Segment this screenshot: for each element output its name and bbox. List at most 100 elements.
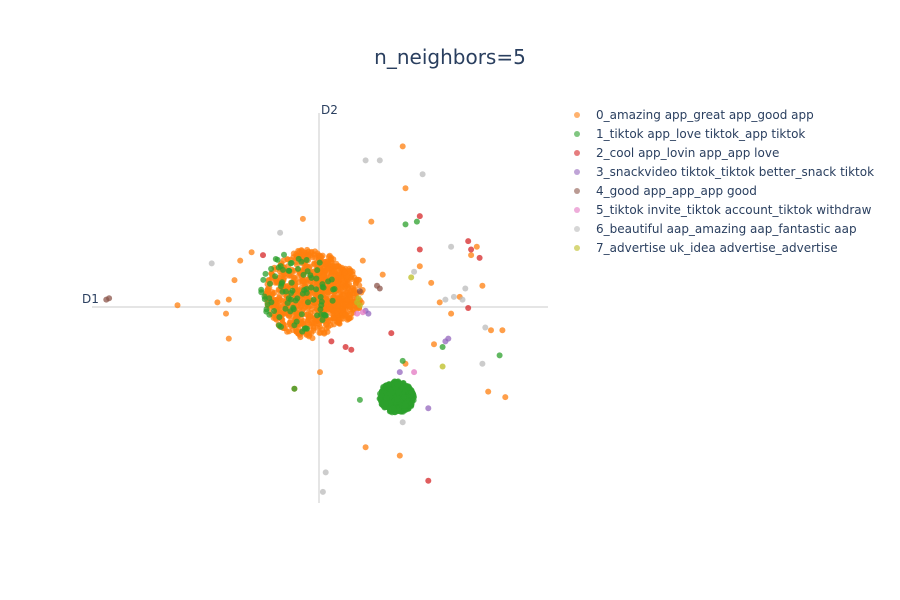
point-series-0 — [334, 308, 341, 315]
legend-label: 5_tiktok invite_tiktok account_tiktok wi… — [596, 202, 872, 217]
point-series-1 — [304, 325, 310, 332]
point-series-0 — [223, 310, 229, 317]
point-series-1 — [288, 290, 295, 296]
scatter-points — [103, 143, 509, 495]
point-series-1 — [356, 396, 363, 403]
point-series-0 — [356, 282, 363, 289]
point-series-1 — [383, 394, 390, 401]
point-series-0 — [344, 296, 351, 303]
point-series-0 — [362, 444, 369, 451]
point-series-0 — [436, 299, 443, 306]
legend-item-7[interactable]: 7_advertise uk_idea advertise_advertise — [572, 238, 874, 257]
point-series-1 — [295, 255, 302, 262]
point-series-1 — [413, 218, 420, 225]
point-series-0 — [335, 296, 342, 303]
legend-marker-icon — [574, 244, 580, 251]
point-series-0 — [299, 277, 306, 284]
point-series-1 — [388, 407, 394, 414]
point-series-0 — [316, 324, 323, 331]
point-series-0 — [347, 314, 354, 321]
point-series-0 — [307, 313, 314, 320]
point-series-1 — [276, 314, 283, 321]
point-series-0 — [337, 290, 344, 297]
point-series-1 — [318, 302, 325, 309]
legend-item-0[interactable]: 0_amazing app_great app_good app — [572, 105, 874, 124]
legend-item-1[interactable]: 1_tiktok app_love tiktok_app tiktok — [572, 124, 874, 143]
point-series-0 — [396, 452, 403, 459]
point-series-0 — [399, 143, 406, 150]
point-series-0 — [308, 306, 315, 313]
legend-label: 2_cool app_lovin app_app love — [596, 145, 780, 160]
point-series-0 — [277, 302, 284, 309]
point-series-1 — [267, 280, 273, 287]
point-series-1 — [395, 389, 402, 395]
point-series-0 — [339, 281, 346, 288]
point-series-2 — [465, 305, 472, 311]
point-series-0 — [485, 388, 492, 395]
point-series-0 — [331, 267, 338, 274]
legend[interactable]: 0_amazing app_great app_good app 1_tiktok… — [572, 105, 874, 257]
point-series-6 — [319, 488, 326, 495]
point-series-1 — [282, 305, 289, 312]
point-series-1 — [298, 311, 305, 318]
legend-item-2[interactable]: 2_cool app_lovin app_app love — [572, 143, 874, 162]
point-series-1 — [294, 295, 301, 302]
point-series-1 — [496, 352, 503, 359]
point-series-0 — [293, 328, 300, 335]
point-series-0 — [347, 268, 354, 275]
point-series-6 — [277, 229, 284, 236]
point-series-3 — [445, 335, 452, 342]
point-series-1 — [291, 385, 298, 392]
point-series-1 — [325, 278, 332, 285]
point-series-0 — [214, 299, 221, 306]
x-axis-label: D1 — [82, 292, 99, 306]
point-series-6 — [399, 419, 406, 426]
point-series-6 — [482, 324, 489, 331]
point-series-0 — [502, 394, 509, 401]
point-series-0 — [325, 253, 332, 260]
legend-item-6[interactable]: 6_beautiful aap_amazing aap_fantastic aa… — [572, 219, 874, 238]
point-series-0 — [299, 298, 306, 305]
point-series-1 — [288, 279, 295, 286]
point-series-1 — [313, 286, 320, 293]
point-series-0 — [352, 290, 359, 297]
legend-item-4[interactable]: 4_good app_app_app good — [572, 181, 874, 200]
point-series-1 — [305, 299, 311, 306]
point-series-2 — [342, 344, 349, 350]
point-series-1 — [330, 286, 337, 293]
point-series-1 — [279, 279, 286, 286]
y-axis-label: D2 — [321, 103, 338, 117]
point-series-0 — [402, 185, 409, 192]
point-series-6 — [362, 157, 369, 164]
point-series-0 — [335, 303, 341, 310]
point-series-1 — [272, 273, 279, 280]
point-series-0 — [428, 279, 435, 286]
point-series-6 — [376, 157, 383, 164]
point-series-6 — [419, 171, 426, 178]
point-series-2 — [476, 254, 483, 261]
point-series-0 — [468, 252, 475, 259]
point-series-1 — [322, 312, 329, 319]
point-series-2 — [416, 246, 423, 253]
legend-item-3[interactable]: 3_snackvideo tiktok_tiktok better_snack … — [572, 162, 874, 181]
point-series-0 — [281, 310, 288, 317]
point-series-1 — [287, 260, 294, 267]
point-series-1 — [313, 275, 320, 282]
point-series-6 — [479, 360, 486, 367]
point-series-0 — [287, 318, 294, 324]
point-series-5 — [411, 369, 418, 376]
legend-marker-icon — [574, 187, 580, 194]
point-series-1 — [399, 357, 406, 364]
legend-item-5[interactable]: 5_tiktok invite_tiktok account_tiktok wi… — [572, 200, 874, 219]
legend-label: 1_tiktok app_love tiktok_app tiktok — [596, 126, 806, 141]
point-series-1 — [281, 251, 287, 258]
point-series-1 — [319, 317, 326, 323]
point-series-1 — [316, 259, 323, 266]
legend-marker-icon — [574, 149, 580, 156]
point-series-1 — [275, 322, 282, 329]
point-series-1 — [268, 265, 275, 272]
point-series-7 — [356, 302, 363, 309]
point-series-1 — [314, 267, 321, 274]
point-series-5 — [354, 310, 361, 317]
point-series-0 — [284, 256, 291, 263]
